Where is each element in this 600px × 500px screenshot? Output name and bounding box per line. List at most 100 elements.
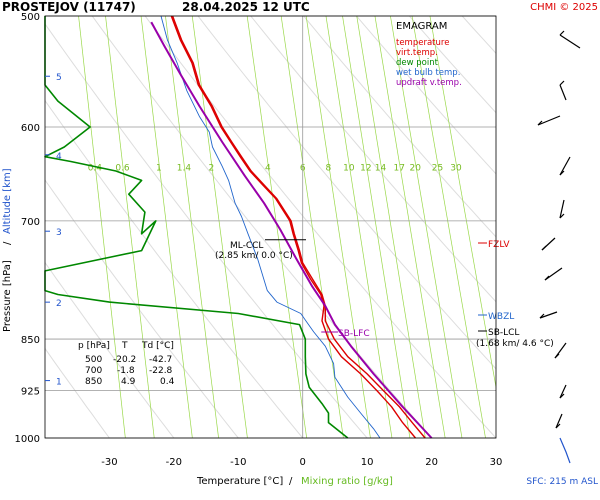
mixing-ratio-tick-label: 17 bbox=[394, 163, 405, 173]
wind-barb-flag bbox=[539, 313, 545, 319]
plot-frame bbox=[44, 15, 497, 439]
dry-adiabat-line bbox=[45, 179, 239, 438]
wind-barb bbox=[559, 199, 565, 219]
table-cell: 850 bbox=[85, 377, 102, 387]
mixing-ratio-line bbox=[411, 16, 486, 438]
dry-adiabat-line bbox=[409, 16, 496, 114]
surface-wind-barb bbox=[559, 437, 571, 464]
table-cell: -42.7 bbox=[149, 355, 172, 365]
wind-barb-flag bbox=[559, 80, 565, 86]
altitude-tick-label: 5 bbox=[56, 73, 62, 83]
y-tick-label: 1000 bbox=[15, 434, 40, 445]
sb-lcl-detail: (1.68 km/ 4.6 °C) bbox=[476, 339, 554, 349]
x-tick-label: -30 bbox=[101, 457, 117, 468]
y-tick-label: 850 bbox=[21, 335, 40, 346]
dry-adiabat-line bbox=[144, 16, 496, 438]
mixing-ratio-line bbox=[105, 16, 155, 438]
dry-adiabat-line bbox=[45, 99, 304, 438]
dry-adiabat-line bbox=[303, 16, 496, 238]
y-axis-title: Pressure [hPa] / Altitude [km] bbox=[2, 168, 13, 332]
mixing-ratio-label: Mixing ratio [g/kg] bbox=[301, 476, 393, 487]
legend-item: updraft v.temp. bbox=[396, 78, 462, 88]
mixing-ratio-line bbox=[280, 16, 344, 438]
x-tick-label: 20 bbox=[425, 457, 438, 468]
wind-barb-flag bbox=[559, 170, 565, 176]
y-tick-label: 925 bbox=[21, 387, 40, 398]
x-tick-label: 30 bbox=[490, 457, 503, 468]
credit-label: CHMI © 2025 bbox=[530, 2, 598, 13]
mixing-ratio-tick-label: 0.6 bbox=[115, 163, 130, 173]
dry-adiabat-line bbox=[250, 16, 496, 303]
mixing-ratio-tick-label: 2 bbox=[209, 163, 215, 173]
altitude-tick-label: 4 bbox=[56, 152, 62, 162]
y-axis-label: Pressure [hPa] bbox=[2, 260, 13, 332]
x-axis-label: Temperature [°C] bbox=[196, 476, 283, 487]
table-cell: 0.4 bbox=[160, 377, 175, 387]
y-tick-label: 600 bbox=[21, 123, 40, 134]
mixing-ratio-line bbox=[356, 16, 426, 438]
series-layer bbox=[44, 15, 433, 439]
y-axis-separator: / bbox=[2, 241, 13, 245]
x-tick-label: 0 bbox=[300, 457, 306, 468]
mixing-ratio-tick-label: 1.4 bbox=[177, 163, 192, 173]
mixing-ratio-line bbox=[191, 16, 248, 438]
mixing-ratio-tick-label: 10 bbox=[343, 163, 355, 173]
dry-adiabat-line bbox=[91, 16, 432, 438]
table-header-p: p [hPa] bbox=[78, 341, 110, 351]
wind-barb bbox=[555, 413, 563, 429]
x-tick-label: -20 bbox=[166, 457, 182, 468]
y-tick-label: 500 bbox=[21, 12, 40, 23]
dry-adiabat-line bbox=[461, 16, 496, 54]
table-cell: 700 bbox=[85, 366, 102, 376]
ml-ccl-label: ML-CCL bbox=[230, 241, 263, 251]
mixing-ratio-line bbox=[165, 16, 219, 438]
datetime-title: 28.04.2025 12 UTC bbox=[182, 0, 310, 14]
dry-adiabat-line bbox=[568, 16, 600, 438]
annotations-layer: ML-CCL(2.85 km/ 0.0 °C) SB-LFC SB-LCL(1.68… bbox=[215, 239, 554, 349]
surface-elevation: SFC: 215 m ASL bbox=[526, 477, 598, 487]
mixing-ratio-line bbox=[429, 16, 496, 390]
mixing-ratio-line bbox=[342, 16, 411, 438]
fzlv-label: FZLV bbox=[488, 240, 510, 250]
wind-barb bbox=[537, 115, 561, 126]
table-header-td: Td [°C] bbox=[141, 341, 174, 351]
mixing-ratio-lines bbox=[78, 16, 496, 438]
grid-layer: 0.40.611.4246810121417202530 bbox=[45, 15, 600, 439]
table-cell: 500 bbox=[85, 355, 102, 365]
ml-ccl-detail: (2.85 km/ 0.0 °C) bbox=[215, 251, 293, 261]
y-tick-label: 700 bbox=[21, 217, 40, 228]
table-cell: -20.2 bbox=[113, 355, 136, 365]
sb-lfc-label: SB-LFC bbox=[338, 329, 370, 339]
mixing-ratio-tick-label: 12 bbox=[360, 163, 371, 173]
dry-adiabat-line bbox=[515, 16, 600, 438]
series-temperature bbox=[171, 15, 426, 439]
table-cell: 4.9 bbox=[121, 377, 136, 387]
series-updraft-v-temp- bbox=[150, 21, 433, 439]
table-header-t: T bbox=[121, 341, 128, 351]
x-tick-label: 10 bbox=[361, 457, 374, 468]
legend-item: virt.temp. bbox=[396, 48, 438, 58]
data-table: p [hPa] T Td [°C] 500 -20.2 -42.7 700 -1… bbox=[78, 341, 175, 387]
wind-barb-flag bbox=[544, 275, 550, 281]
mixing-ratio-tick-label: 8 bbox=[326, 163, 332, 173]
series-wet-bulb-temp- bbox=[160, 15, 381, 439]
wind-barb-flag bbox=[559, 213, 565, 219]
x-tick-label: -10 bbox=[230, 457, 246, 468]
wind-barb-flag bbox=[559, 393, 565, 399]
mixing-ratio-line bbox=[78, 16, 126, 438]
mixing-ratio-tick-label: 25 bbox=[432, 163, 443, 173]
wbzl-label: WBZL bbox=[488, 312, 514, 322]
wind-barb-flag bbox=[559, 30, 565, 36]
mixing-ratio-line bbox=[390, 16, 463, 438]
mixing-ratio-line bbox=[140, 16, 193, 438]
station-title: PROSTEJOV (11747) bbox=[2, 0, 136, 14]
wind-barb bbox=[559, 34, 581, 49]
legend-item: temperature bbox=[396, 38, 449, 48]
mixing-ratio-tick-label: 20 bbox=[409, 163, 421, 173]
mixing-ratio-tick-label: 1 bbox=[156, 163, 162, 173]
wind-barb bbox=[539, 311, 558, 319]
wind-barb bbox=[559, 384, 567, 399]
legend-item: dew point bbox=[396, 58, 439, 68]
